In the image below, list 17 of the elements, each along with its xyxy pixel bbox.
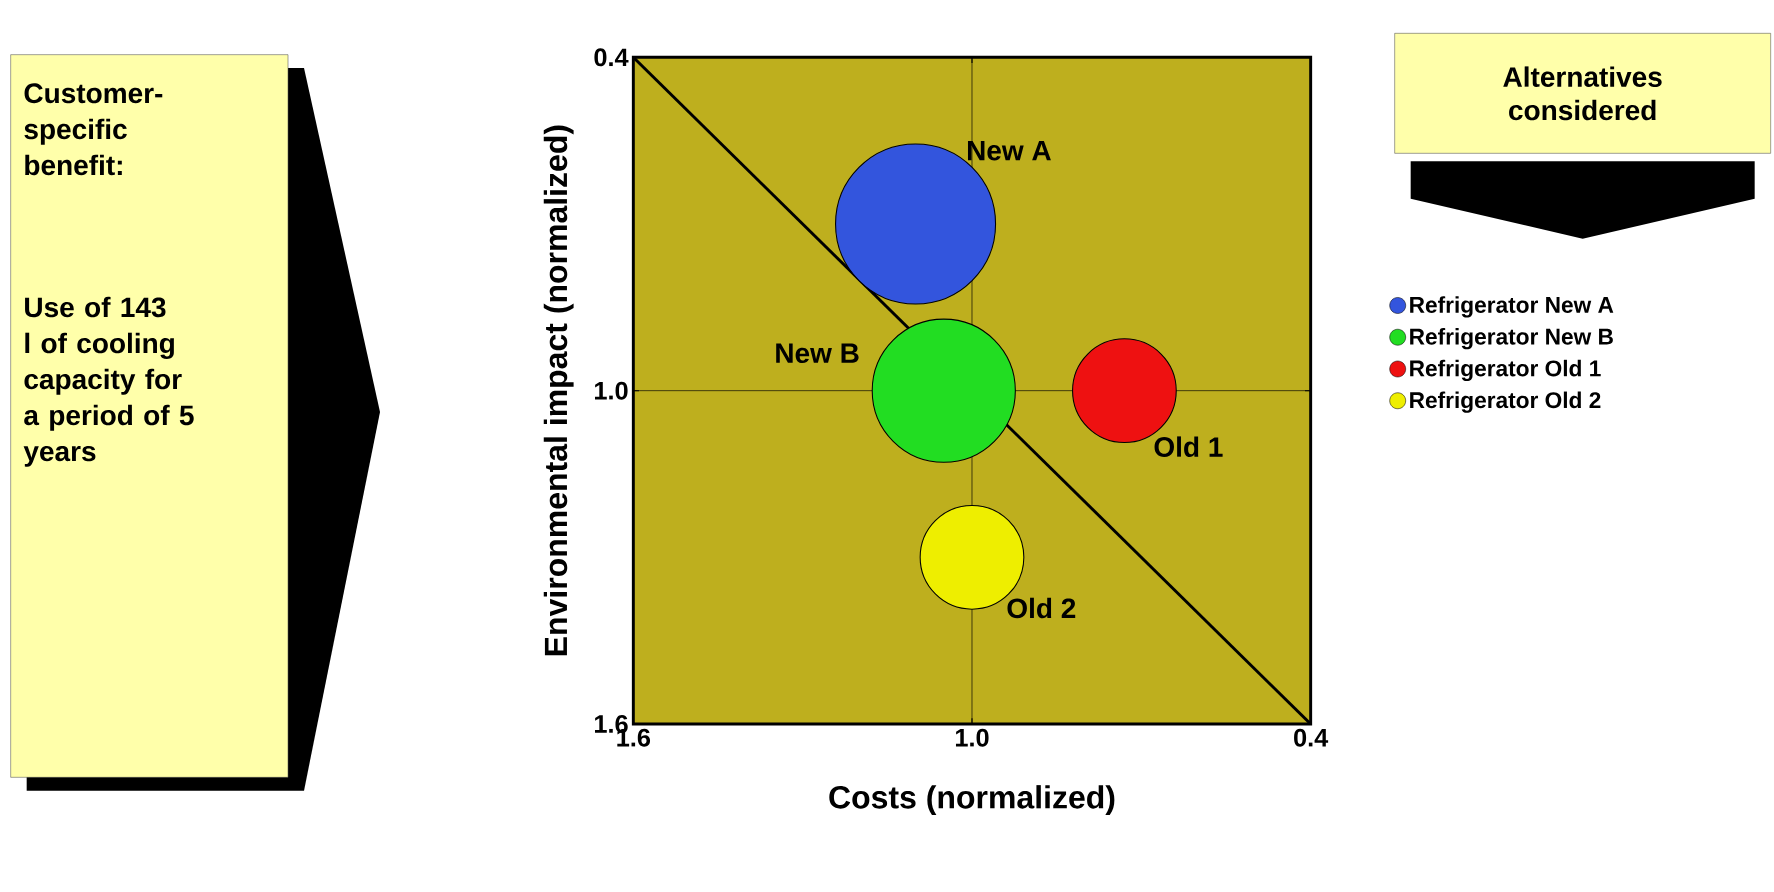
legend-label: Refrigerator Old 2 [1410, 391, 1601, 413]
x-tick-label: 0.4 [1294, 728, 1329, 747]
annotation: Old 2 [1007, 597, 1076, 619]
legend-label: Refrigerator Old 1 [1410, 359, 1601, 382]
text: Alternatives considered [1503, 66, 1662, 121]
annotation: New B [776, 343, 859, 364]
text: Use of 143 l of cooling capacity for a period of 5 years [23, 296, 194, 467]
y-tick-label: 1.0 [595, 381, 628, 400]
x-tick-label: 1.0 [955, 728, 989, 747]
y-tick-label: 0.4 [594, 48, 629, 67]
legend-label: Refrigerator New A [1410, 296, 1614, 318]
text: Customer-specific benefit: [24, 83, 163, 176]
x-axis-title: Costs (normalized) [829, 785, 1115, 815]
annotation: Old 1 [1154, 436, 1223, 457]
annotation: New A [967, 140, 1051, 161]
legend-label: Refrigerator New B [1410, 328, 1613, 350]
y-axis-title: Environmental impact (normalized) [543, 125, 574, 656]
